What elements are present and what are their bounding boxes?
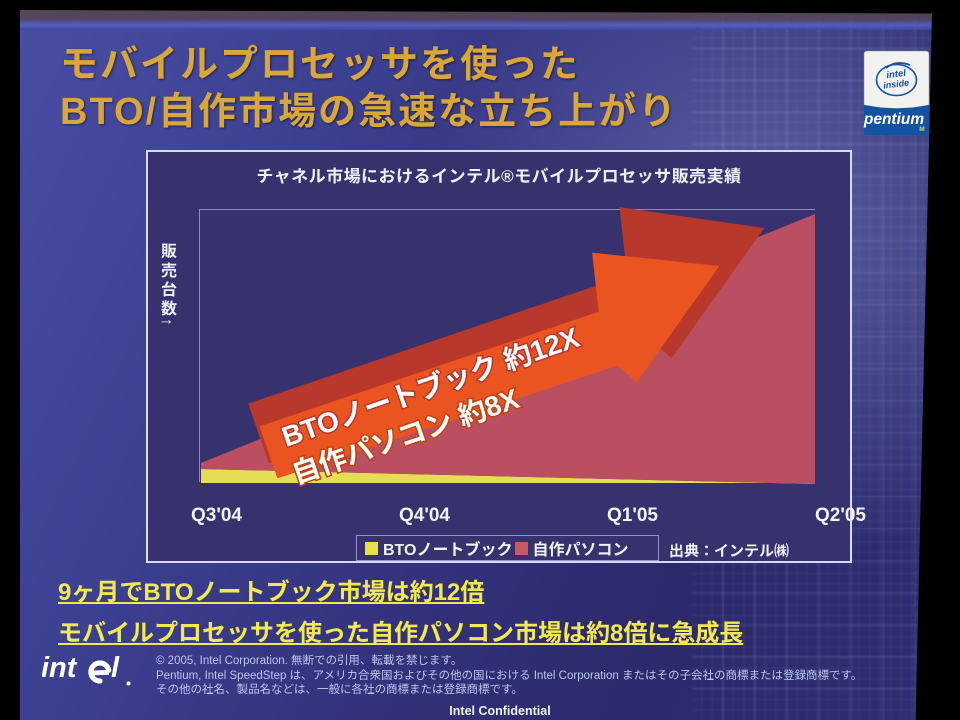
svg-text:M: M [919,126,924,133]
svg-text:pentium: pentium [863,111,924,128]
svg-text:l: l [111,652,120,684]
svg-text:int: int [42,652,78,684]
